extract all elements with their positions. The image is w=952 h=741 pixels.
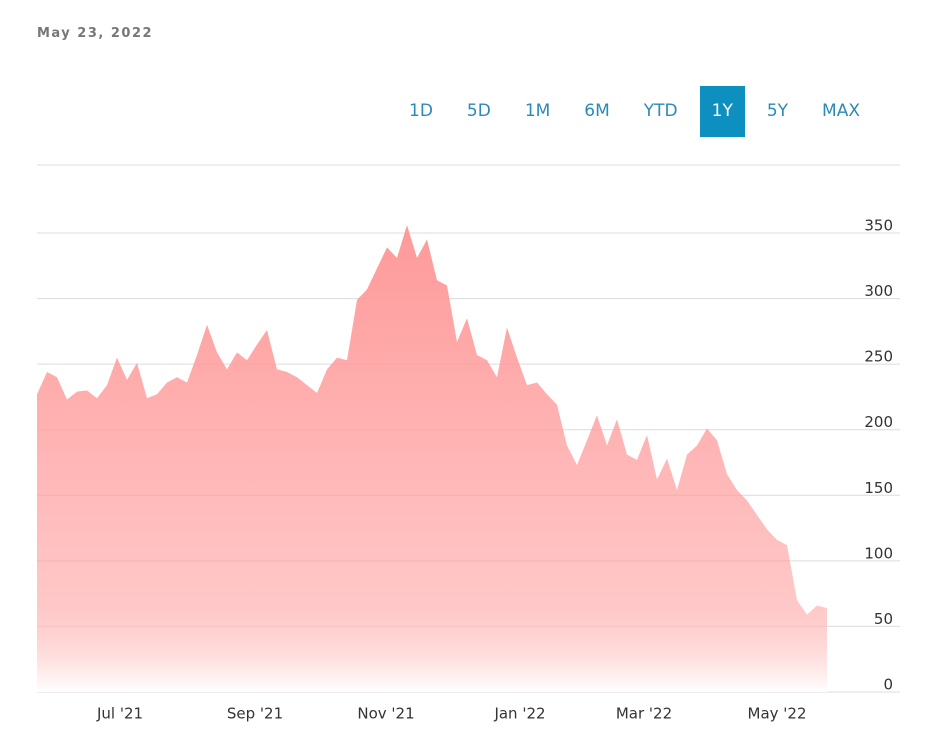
- y-tick-label: 100: [864, 544, 893, 562]
- x-tick-label: Jul '21: [96, 705, 143, 723]
- x-tick-label: Jan '22: [493, 705, 545, 723]
- x-tick-label: Sep '21: [227, 705, 283, 723]
- range-button[interactable]: MAX: [822, 101, 860, 121]
- y-tick-label: 300: [864, 282, 893, 300]
- range-button[interactable]: 1M: [524, 101, 551, 121]
- range-button[interactable]: 6M: [584, 101, 610, 121]
- y-tick-label: 50: [874, 610, 893, 628]
- range-button[interactable]: 1Y: [699, 86, 745, 137]
- y-tick-label: 350: [864, 217, 893, 235]
- x-tick-label: May '22: [748, 705, 807, 723]
- date: May 23, 2022: [37, 26, 154, 41]
- range-button[interactable]: 5D: [466, 101, 491, 121]
- range-button[interactable]: YTD: [643, 101, 678, 121]
- range-buttons: 1D 5D 1M 6M YTD 1Y 5Y MAX: [387, 86, 872, 137]
- area: [37, 225, 827, 693]
- range-button[interactable]: 1D: [409, 101, 433, 121]
- x-tick-label: Mar '22: [616, 705, 672, 723]
- x-tick-label: Nov '21: [357, 705, 414, 723]
- y-tick-label: 0: [883, 676, 893, 694]
- range-button[interactable]: 5Y: [766, 101, 789, 121]
- y-tick-label: 250: [864, 348, 893, 366]
- y-tick-label: 200: [864, 413, 893, 431]
- y-tick-label: 150: [864, 479, 893, 497]
